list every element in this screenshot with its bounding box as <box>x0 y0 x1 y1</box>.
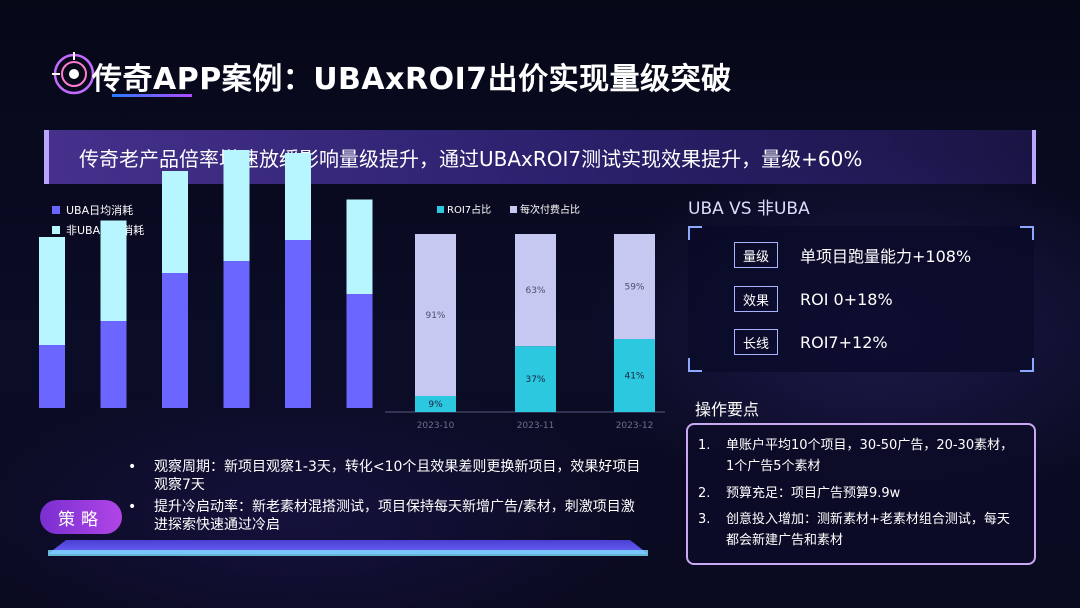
comparison-row-volume: 量级 单项目跑量能力+108% <box>734 241 971 269</box>
roi7-data-label: 9% <box>428 400 443 410</box>
bullet-dot: • <box>128 459 137 475</box>
comparison-value: ROI 0+18% <box>800 289 893 309</box>
comparison-value: 单项目跑量能力+108% <box>800 247 972 266</box>
uba-bar <box>39 345 65 408</box>
roi7-data-label: 41% <box>624 372 644 382</box>
ops-item-text: 单账户平均10个项目，30-50广告，20-30素材，1个广告5个素材 <box>726 438 1014 474</box>
comparison-row-effect: 效果 ROI 0+18% <box>734 285 893 313</box>
corner-decoration <box>1020 358 1034 372</box>
bullet-dot: • <box>128 499 137 515</box>
x-tick-label: 2023-12 <box>616 421 654 431</box>
legend-swatch-roi7 <box>437 206 444 213</box>
non-uba-bar <box>100 220 127 321</box>
strategy-glow <box>48 550 648 556</box>
pay-bar <box>415 234 456 396</box>
roi7-bar <box>415 395 456 412</box>
comparison-tag: 效果 <box>734 286 778 312</box>
title-underline <box>112 94 192 97</box>
legend-swatch-pay <box>510 206 517 213</box>
legend-item-uba: UBA日均消耗 <box>52 200 144 220</box>
uba-bar <box>100 321 127 408</box>
uba-bar <box>162 273 188 408</box>
comparison-title: UBA VS 非UBA <box>688 199 810 219</box>
corner-decoration <box>688 226 702 240</box>
ops-item: 1. 单账户平均10个项目，30-50广告，20-30素材，1个广告5个素材 <box>698 435 1018 477</box>
ops-item-number: 3. <box>698 512 711 527</box>
ops-item-number: 1. <box>698 438 711 453</box>
ops-panel: 1. 单账户平均10个项目，30-50广告，20-30素材，1个广告5个素材 2… <box>686 423 1036 565</box>
non-uba-bar <box>162 171 188 273</box>
x-tick-label: 2023-11 <box>517 421 555 431</box>
ops-item-text: 创意投入增加：测新素材+老素材组合测试，每天都会新建广告和素材 <box>726 512 1010 548</box>
comparison-panel: 量级 单项目跑量能力+108% 效果 ROI 0+18% 长线 ROI7+12% <box>688 226 1034 372</box>
page-title: 传奇APP案例：UBAxROI7出价实现量级突破 <box>92 62 732 97</box>
comparison-tag: 量级 <box>734 242 778 268</box>
pay-bar <box>614 234 655 340</box>
strategy-bullet-text: 提升冷启动率：新老素材混搭测试，项目保持每天新增广告/素材，刺激项目激进探索快速… <box>154 499 635 533</box>
corner-decoration <box>688 358 702 372</box>
non-uba-bar <box>346 199 373 294</box>
legend-swatch-uba <box>52 206 60 214</box>
strategy-bullets: • 观察周期：新项目观察1-3天，转化<10个且效果差则更换新项目，效果好项目观… <box>128 458 648 538</box>
non-uba-bar <box>285 153 311 240</box>
ops-item-number: 2. <box>698 486 711 501</box>
uba-spend-chart <box>39 150 373 408</box>
pay-bar <box>515 234 556 347</box>
legend-swatch-non-uba <box>52 226 60 234</box>
strategy-tag: 策略 <box>40 500 122 534</box>
right-chart-legend: ROI7占比 每次付费占比 <box>437 203 580 216</box>
ops-item: 2. 预算充足：项目广告预算9.9w <box>698 483 1018 504</box>
pay-data-label: 91% <box>425 311 445 321</box>
ops-item-text: 预算充足：项目广告预算9.9w <box>726 486 901 501</box>
comparison-tag: 长线 <box>734 329 778 355</box>
corner-decoration <box>1020 226 1034 240</box>
non-uba-bar <box>39 237 65 345</box>
uba-bar <box>346 294 373 408</box>
legend-label-roi7: ROI7占比 <box>447 203 491 216</box>
comparison-row-longterm: 长线 ROI7+12% <box>734 328 888 356</box>
strategy-bullet-text: 观察周期：新项目观察1-3天，转化<10个且效果差则更换新项目，效果好项目观察7… <box>154 459 641 493</box>
x-tick-label: 2023-10 <box>417 421 455 431</box>
legend-label-pay: 每次付费占比 <box>520 203 580 216</box>
roi7-bar <box>614 339 655 412</box>
summary-banner: 传奇老产品倍率增速放缓影响量级提升，通过UBAxROI7测试实现效果提升，量级+… <box>44 130 1036 184</box>
legend-label-uba: UBA日均消耗 <box>66 204 134 217</box>
pay-data-label: 63% <box>525 286 545 296</box>
pay-data-label: 59% <box>624 283 644 293</box>
non-uba-bar <box>223 150 250 261</box>
roi7-data-label: 37% <box>525 375 545 385</box>
roi7-share-chart: ROI7占比 每次付费占比 9% 91% 2023-10 37% 63% 2023-11 41%… <box>385 203 665 431</box>
ops-item: 3. 创意投入增加：测新素材+老素材组合测试，每天都会新建广告和素材 <box>698 509 1018 551</box>
strategy-bullet: • 提升冷启动率：新老素材混搭测试，项目保持每天新增广告/素材，刺激项目激进探索… <box>128 498 648 534</box>
target-icon <box>52 52 95 95</box>
roi7-bar <box>515 346 556 412</box>
strategy-bullet: • 观察周期：新项目观察1-3天，转化<10个且效果差则更换新项目，效果好项目观… <box>128 458 648 494</box>
ops-title: 操作要点 <box>695 400 760 419</box>
comparison-value: ROI7+12% <box>800 332 888 352</box>
uba-bar <box>223 261 250 408</box>
uba-bar <box>285 240 311 408</box>
summary-banner-text: 传奇老产品倍率增速放缓影响量级提升，通过UBAxROI7测试实现效果提升，量级+… <box>79 147 863 171</box>
